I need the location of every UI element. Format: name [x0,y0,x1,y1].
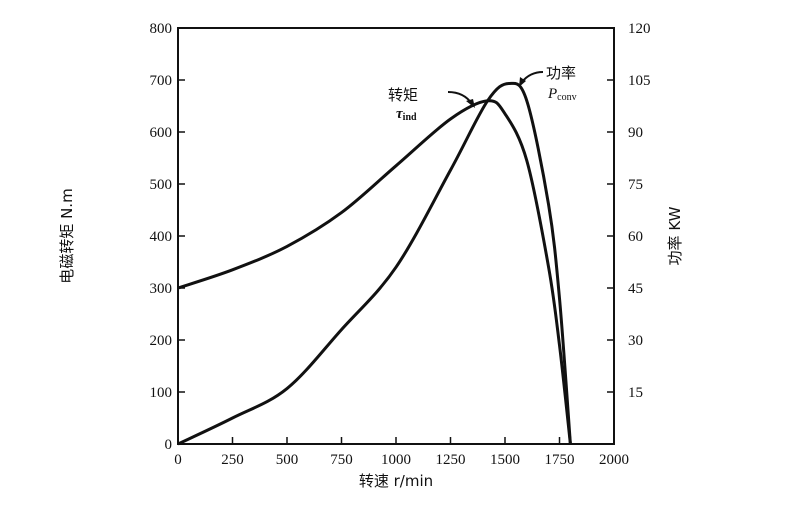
torque-curve [177,99,572,445]
x-tick-label: 750 [330,452,353,468]
y-tick-label: 500 [150,177,173,193]
x-tick-label: 0 [174,452,182,468]
torque-label: 转矩 [388,86,418,104]
x-tick-label: 2000 [599,452,629,468]
y2-tick-label: 105 [628,73,651,89]
x-tick-label: 500 [276,452,299,468]
y-tick-label: 700 [150,73,173,89]
y-tick-label: 600 [150,125,173,141]
y2-tick-label: 75 [628,177,643,193]
y2-tick-label: 15 [628,385,643,401]
y-tick-label: 300 [150,281,173,297]
y-tick-label: 800 [150,21,173,37]
x-tick-label: 250 [221,452,244,468]
y-tick-label: 200 [150,333,173,349]
torque-symbol: τind [396,106,417,123]
y-tick-label: 0 [165,437,173,453]
x-tick-label: 1500 [490,452,520,468]
y2-tick-label: 90 [628,125,643,141]
power-symbol: Pconv [547,86,577,103]
y2-tick-label: 30 [628,333,643,349]
power-annotation: 功率 Pconv [519,64,577,103]
y-tick-label: 400 [150,229,173,245]
y-axis-label: 电磁转矩 N.m [58,188,76,283]
y-tick-label: 100 [150,385,173,401]
y2-tick-label: 60 [628,229,643,245]
x-axis-label: 转速 r/min [359,472,433,490]
x-tick-label: 1250 [436,452,466,468]
y2-tick-label: 45 [628,281,643,297]
y2-axis-label: 功率 KW [666,206,684,265]
x-tick-label: 1000 [381,452,411,468]
power-curve [177,81,572,446]
x-tick-label: 1750 [545,452,575,468]
y2-tick-label: 120 [628,21,651,37]
power-label: 功率 [546,64,576,82]
torque-annotation: 转矩 τind [388,86,475,123]
